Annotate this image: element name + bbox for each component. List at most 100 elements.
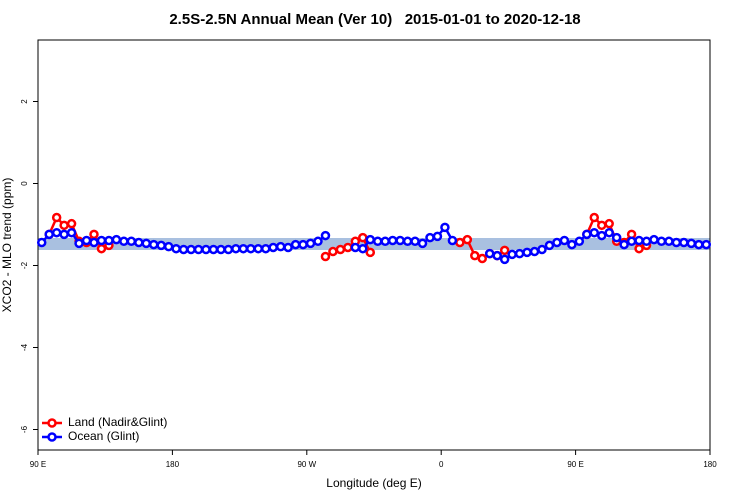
chart-title: 2.5S-2.5N Annual Mean (Ver 10) 2015-01-0… — [169, 11, 580, 28]
data-point — [694, 239, 704, 250]
data-point — [470, 250, 480, 261]
legend-marker — [47, 418, 57, 428]
legend-marker — [47, 432, 57, 442]
data-point — [372, 236, 383, 247]
data-point — [320, 251, 331, 262]
legend-label: Ocean (Glint) — [68, 429, 139, 443]
data-point — [238, 243, 249, 254]
data-point — [634, 243, 644, 254]
data-point — [417, 238, 428, 249]
data-point — [634, 235, 644, 246]
data-point — [36, 237, 47, 248]
data-point — [514, 248, 525, 259]
x-tick-label: 0 — [439, 460, 444, 469]
y-tick-label: -6 — [20, 425, 29, 433]
x-axis-title: Longitude (deg E) — [326, 476, 421, 490]
data-point — [201, 244, 211, 255]
y-tick-label: -2 — [20, 261, 29, 269]
data-point — [59, 220, 69, 231]
data-point — [455, 237, 465, 248]
data-point — [589, 227, 600, 238]
data-point — [552, 237, 562, 248]
data-point — [283, 242, 293, 253]
data-point — [350, 242, 361, 253]
data-point — [231, 243, 241, 254]
data-point — [178, 244, 189, 255]
data-point — [51, 212, 62, 223]
data-point — [537, 244, 547, 255]
data-point — [163, 241, 174, 252]
data-point — [134, 237, 144, 248]
data-point — [477, 253, 488, 264]
data-point — [119, 236, 129, 247]
data-point — [358, 232, 368, 243]
data-point — [664, 236, 674, 247]
data-point — [81, 235, 92, 246]
data-point — [604, 218, 614, 229]
y-tick-label: -4 — [20, 343, 29, 351]
legend-label: Land (Nadir&Glint) — [68, 415, 167, 429]
data-point — [59, 229, 69, 240]
data-point — [148, 239, 159, 250]
data-point — [141, 238, 152, 249]
data-point — [679, 237, 689, 248]
data-point — [268, 242, 278, 253]
data-point — [320, 230, 331, 241]
data-point — [626, 236, 637, 247]
data-point — [604, 227, 614, 238]
data-point — [51, 227, 62, 238]
data-point — [447, 235, 458, 246]
data-point — [432, 231, 443, 242]
data-point — [111, 234, 122, 245]
data-point — [656, 236, 667, 247]
data-point — [611, 232, 622, 243]
data-point — [298, 239, 308, 250]
data-point — [365, 247, 376, 258]
data-point — [186, 244, 196, 255]
data-point — [619, 239, 629, 250]
data-point — [96, 243, 107, 254]
data-point — [253, 243, 264, 254]
data-point — [641, 236, 652, 247]
data-point — [89, 229, 99, 240]
data-point — [74, 238, 84, 249]
data-point — [313, 236, 323, 247]
data-point — [567, 239, 577, 250]
data-point — [387, 235, 398, 246]
data-point — [559, 235, 570, 246]
data-point — [544, 240, 555, 251]
data-point — [596, 220, 607, 231]
x-tick-label: 90 W — [297, 460, 316, 469]
data-point — [305, 238, 316, 249]
data-point — [358, 243, 368, 254]
data-point — [507, 249, 517, 260]
data-point — [328, 246, 338, 257]
data-point — [522, 247, 532, 258]
data-point — [208, 244, 219, 255]
x-tick-label: 180 — [703, 460, 717, 469]
data-point — [335, 244, 346, 255]
y-tick-label: 0 — [20, 181, 29, 186]
x-tick-label: 90 E — [567, 460, 583, 469]
data-point — [44, 229, 54, 240]
data-point — [66, 227, 77, 238]
data-point — [89, 237, 99, 248]
data-point — [410, 236, 420, 247]
x-tick-label: 90 E — [30, 460, 46, 469]
data-point — [686, 238, 697, 249]
data-point — [343, 242, 353, 253]
data-point — [290, 239, 301, 250]
data-point — [126, 236, 137, 247]
data-point — [492, 250, 502, 261]
data-point — [246, 243, 256, 254]
data-point — [462, 234, 473, 245]
x-tick-label: 180 — [166, 460, 180, 469]
data-point — [104, 235, 114, 246]
data-point — [216, 244, 226, 255]
data-point — [156, 240, 166, 251]
data-point — [223, 244, 234, 255]
data-point — [66, 218, 77, 229]
data-point — [484, 248, 495, 259]
data-point — [260, 243, 271, 254]
